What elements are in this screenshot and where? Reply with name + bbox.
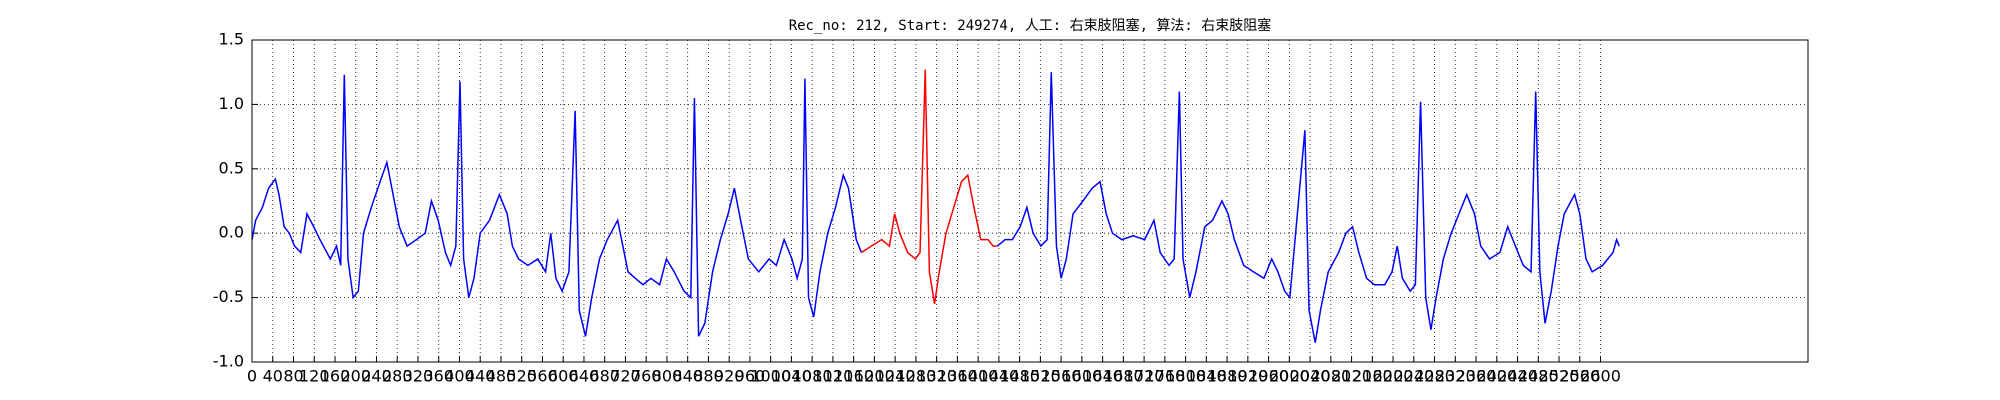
x-tick-label: 1040 [771, 367, 812, 386]
x-tick-label: 40 [263, 367, 283, 386]
x-tick-label: 1760 [1144, 367, 1185, 386]
chart-title: Rec_no: 212, Start: 249274, 人工: 右束肢阻塞, 算… [789, 17, 1272, 34]
x-tick-label: 480 [486, 367, 517, 386]
x-tick-label: 160 [320, 367, 351, 386]
x-tick-label: 2040 [1290, 367, 1331, 386]
x-tick-label: 2560 [1559, 367, 1600, 386]
x-tick-label: 640 [569, 367, 600, 386]
signal-line [861, 69, 998, 305]
x-tick-label: 1440 [979, 367, 1020, 386]
x-tick-label: 2000 [1269, 367, 1310, 386]
x-tick-label: 120 [299, 367, 330, 386]
x-tick-label: 240 [361, 367, 392, 386]
x-tick-label: 1000 [750, 367, 791, 386]
x-tick-label: 2240 [1393, 367, 1434, 386]
x-tick-label: 1080 [792, 367, 833, 386]
x-tick-label: 1120 [813, 367, 854, 386]
x-tick-label: 1800 [1165, 367, 1206, 386]
x-tick-label: 2360 [1456, 367, 1497, 386]
x-tick-label: 320 [403, 367, 434, 386]
x-tick-label: 1680 [1103, 367, 1144, 386]
x-tick-label: 0 [247, 367, 257, 386]
x-tick-label: 1360 [937, 367, 978, 386]
x-tick-label: 760 [631, 367, 662, 386]
x-tick-label: 720 [610, 367, 641, 386]
x-tick-label: 1200 [854, 367, 895, 386]
x-tick-label: 400 [444, 367, 475, 386]
x-tick-label: 2440 [1497, 367, 1538, 386]
x-tick-label: 1920 [1227, 367, 1268, 386]
x-tick-label: 2080 [1310, 367, 1351, 386]
x-tick-label: 680 [589, 367, 620, 386]
x-tick-label: 2200 [1373, 367, 1414, 386]
x-tick-label: 1320 [916, 367, 957, 386]
x-tick-label: 80 [283, 367, 303, 386]
x-tick-label: 2400 [1476, 367, 1517, 386]
x-tick-label: 440 [465, 367, 496, 386]
x-tick-label: 840 [672, 367, 703, 386]
x-tick-label: 2120 [1331, 367, 1372, 386]
x-tick-label: 360 [423, 367, 454, 386]
x-tick-label: 520 [506, 367, 537, 386]
x-tick-label: 280 [382, 367, 413, 386]
x-tick-label: 1400 [958, 367, 999, 386]
x-tick-label: 880 [693, 367, 724, 386]
x-tick-label: 1280 [896, 367, 937, 386]
x-tick-label: 1880 [1207, 367, 1248, 386]
y-tick-label: -0.5 [213, 287, 244, 306]
x-tick-label: 560 [527, 367, 558, 386]
plot-frame [251, 39, 1809, 363]
x-tick-label: 1960 [1248, 367, 1289, 386]
y-tick-label: -1.0 [213, 352, 244, 371]
x-tick-label: 1480 [999, 367, 1040, 386]
x-tick-label: 1840 [1186, 367, 1227, 386]
x-tick-label: 1640 [1082, 367, 1123, 386]
x-tick-label: 2160 [1352, 367, 1393, 386]
signal-line [251, 74, 863, 337]
y-tick-label: 1.5 [219, 30, 244, 49]
x-tick-label: 2320 [1435, 367, 1476, 386]
x-tick-label: 1720 [1124, 367, 1165, 386]
x-tick-label: 920 [714, 367, 745, 386]
x-tick-label: 200 [340, 367, 371, 386]
x-tick-label: 2600 [1580, 367, 1621, 386]
x-tick-label: 2480 [1518, 367, 1559, 386]
x-tick-label: 1160 [833, 367, 874, 386]
x-tick-label: 960 [735, 367, 766, 386]
x-tick-label: 1520 [1020, 367, 1061, 386]
x-tick-label: 1600 [1062, 367, 1103, 386]
x-tick-label: 2280 [1414, 367, 1455, 386]
y-tick-label: 1.0 [219, 94, 244, 113]
y-tick-label: 0.0 [219, 223, 244, 242]
x-tick-label: 2520 [1539, 367, 1580, 386]
x-tick-label: 1240 [875, 367, 916, 386]
y-tick-label: 0.5 [219, 158, 244, 177]
signal-line [996, 72, 1620, 343]
x-tick-label: 600 [548, 367, 579, 386]
x-tick-label: 800 [652, 367, 683, 386]
x-tick-label: 1560 [1041, 367, 1082, 386]
